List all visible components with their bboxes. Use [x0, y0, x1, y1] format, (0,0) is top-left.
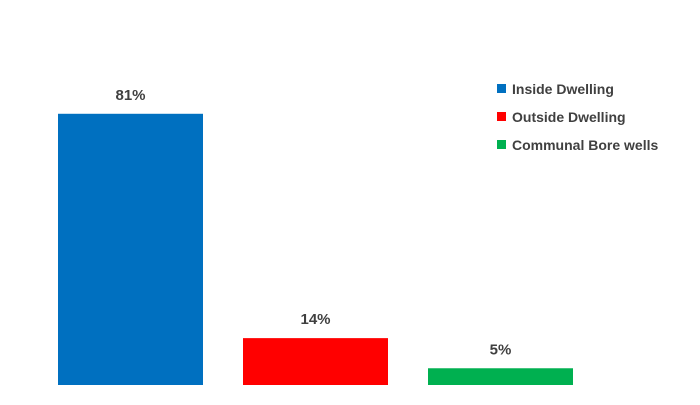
legend-item-communal-bore-wells: Communal Bore wells — [497, 137, 658, 153]
data-label-outside-dwelling: 14% — [300, 311, 330, 328]
legend-item-inside-dwelling: Inside Dwelling — [497, 81, 614, 97]
data-labels-layer: 81% 14% 5% — [115, 87, 511, 358]
legend-item-outside-dwelling: Outside Dwelling — [497, 109, 626, 125]
legend-swatch-outside-dwelling — [497, 112, 506, 121]
data-label-communal-bore-wells: 5% — [490, 341, 512, 358]
legend-swatch-communal-bore-wells — [497, 140, 506, 149]
bar-inside-dwelling — [58, 113, 203, 386]
bar-outside-dwelling — [243, 338, 388, 385]
legend-label-outside-dwelling: Outside Dwelling — [512, 109, 626, 125]
legend-label-inside-dwelling: Inside Dwelling — [512, 81, 614, 97]
bars-layer — [58, 113, 573, 386]
legend-swatch-inside-dwelling — [497, 84, 506, 93]
data-label-inside-dwelling: 81% — [115, 87, 145, 104]
legend: Inside Dwelling Outside Dwelling Communal … — [497, 81, 658, 153]
legend-label-communal-bore-wells: Communal Bore wells — [512, 137, 658, 153]
bar-communal-bore-wells — [428, 368, 573, 385]
